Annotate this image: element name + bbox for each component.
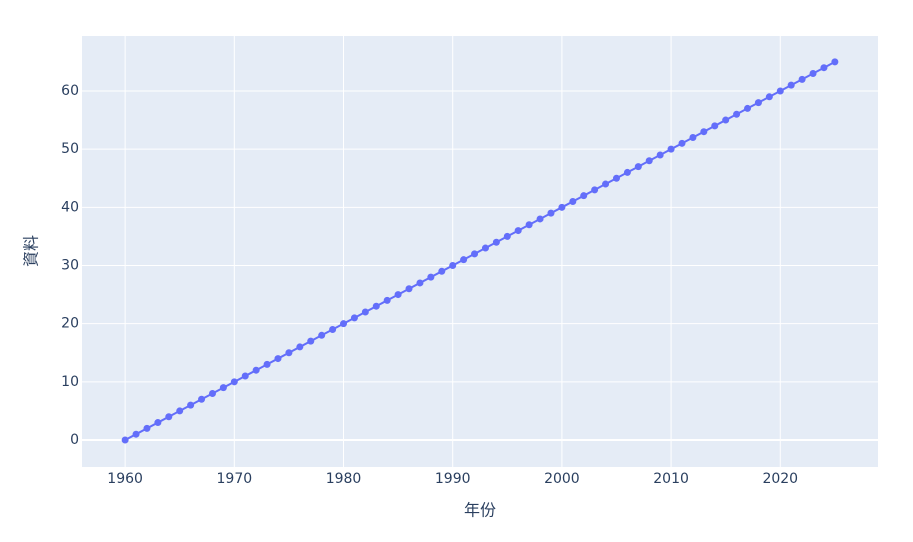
marker <box>285 349 293 357</box>
marker <box>438 267 446 275</box>
marker <box>623 168 631 176</box>
marker <box>208 389 216 397</box>
y-tick-label: 0 <box>70 432 79 448</box>
marker <box>187 401 195 409</box>
marker <box>711 122 719 130</box>
marker <box>296 343 304 351</box>
marker <box>536 215 544 223</box>
x-tick-label: 2000 <box>544 471 580 487</box>
x-tick-label: 1960 <box>107 471 143 487</box>
y-tick-label: 30 <box>61 257 79 273</box>
marker <box>230 378 238 386</box>
x-axis-title: 年份 <box>464 501 496 520</box>
x-tick-label: 2010 <box>653 471 689 487</box>
x-tick-label: 2020 <box>762 471 798 487</box>
marker <box>219 384 227 392</box>
marker <box>634 163 642 171</box>
marker <box>809 70 817 78</box>
marker <box>776 87 784 95</box>
marker <box>602 180 610 188</box>
marker <box>547 209 555 217</box>
marker <box>820 64 828 72</box>
y-tick-label: 60 <box>61 83 79 99</box>
marker <box>307 337 315 345</box>
marker <box>329 325 337 333</box>
marker <box>787 81 795 89</box>
marker <box>405 285 413 293</box>
marker <box>143 424 151 432</box>
marker <box>700 128 708 136</box>
y-tick-label: 50 <box>61 141 79 157</box>
marker <box>154 419 162 427</box>
marker <box>252 366 260 374</box>
marker <box>383 296 391 304</box>
marker <box>361 308 369 316</box>
marker <box>427 273 435 281</box>
y-axis-title: 資料 <box>22 235 41 267</box>
marker <box>591 186 599 194</box>
marker <box>689 134 697 142</box>
x-tick-label: 1980 <box>326 471 362 487</box>
marker <box>569 198 577 206</box>
y-tick-label: 20 <box>61 316 79 332</box>
marker <box>176 407 184 415</box>
marker <box>667 145 675 153</box>
marker <box>165 413 173 421</box>
marker <box>241 372 249 380</box>
marker <box>492 238 500 246</box>
marker <box>831 58 839 66</box>
x-tick-label: 1970 <box>217 471 253 487</box>
marker <box>722 116 730 124</box>
marker <box>525 221 533 229</box>
marker <box>645 157 653 165</box>
marker <box>460 256 468 264</box>
x-tick-label: 1990 <box>435 471 471 487</box>
marker <box>678 139 686 147</box>
marker <box>754 99 762 107</box>
marker <box>656 151 664 159</box>
marker <box>481 244 489 252</box>
y-tick-label: 10 <box>61 374 79 390</box>
marker <box>340 320 348 328</box>
marker <box>558 203 566 211</box>
marker <box>449 261 457 269</box>
marker <box>350 314 358 322</box>
marker <box>514 227 522 235</box>
y-tick-label: 40 <box>61 199 79 215</box>
marker <box>372 302 380 310</box>
marker <box>612 174 620 182</box>
marker <box>394 291 402 299</box>
marker <box>318 331 326 339</box>
marker <box>471 250 479 258</box>
marker <box>798 75 806 83</box>
marker <box>580 192 588 200</box>
marker <box>765 93 773 101</box>
marker <box>744 104 752 112</box>
marker <box>121 436 129 444</box>
marker <box>503 232 511 240</box>
marker <box>198 395 206 403</box>
marker <box>733 110 741 118</box>
marker <box>416 279 424 287</box>
marker <box>263 360 271 368</box>
marker <box>274 355 282 363</box>
marker <box>132 430 140 438</box>
